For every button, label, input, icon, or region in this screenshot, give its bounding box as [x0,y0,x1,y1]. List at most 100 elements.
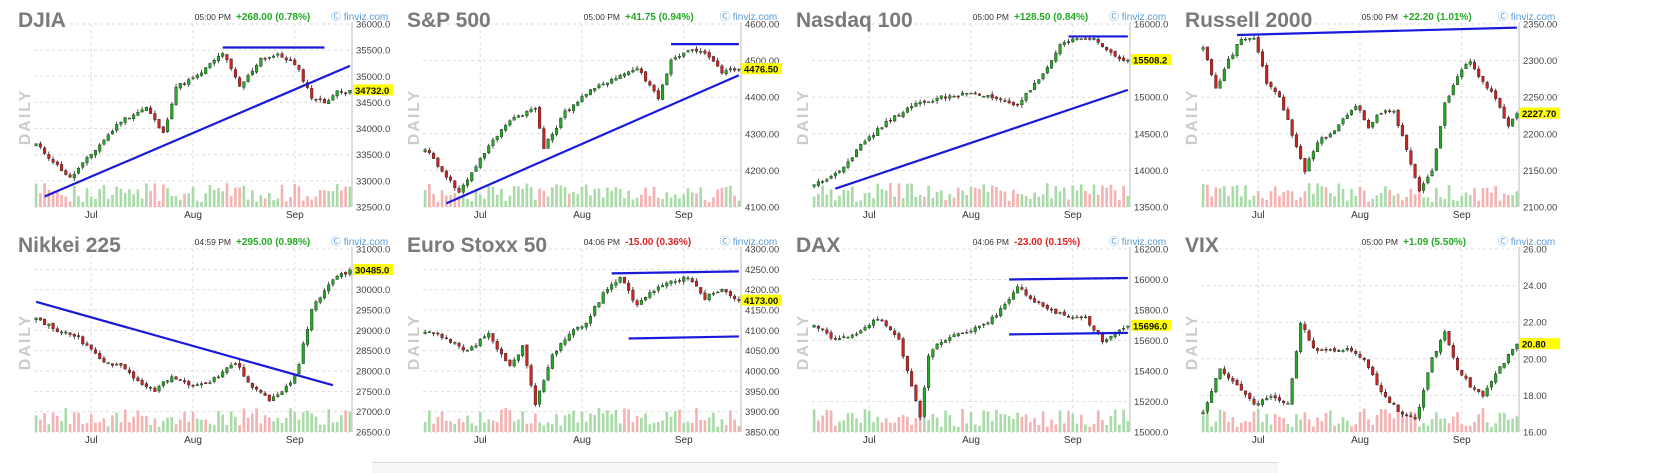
last-price-highlight [353,84,393,96]
candle-body [38,143,42,148]
volume-bar [597,188,601,207]
candle-body [905,107,909,113]
candle-body [1498,98,1502,108]
volume-bar [153,418,157,432]
volume-bar [863,193,867,207]
candle-body [631,69,635,73]
candle-body [884,320,888,327]
candle-body [1354,106,1358,110]
chart-panel[interactable]: 4600.00 4500.00 4400.00 4300.00 4200.00 4100.… [389,0,803,232]
candle-body [829,175,833,179]
candle-body [922,387,926,417]
candle-body [910,105,914,109]
volume-bar [1282,192,1285,207]
volume-bar [1231,186,1235,207]
volume-bar [140,415,144,432]
volume-bar [255,201,258,207]
candle-body [161,126,165,133]
volume-bar [106,198,110,207]
chart-panel[interactable]: 2350.00 2300.00 2250.00 2200.00 2150.00 2100.… [1167,0,1581,232]
volume-bar [910,183,913,207]
candle-body [1375,114,1379,123]
volume-bar [280,422,284,432]
volume-bar [1041,194,1045,207]
volume-bar [136,410,140,432]
chart-panel[interactable]: 31000.030500.030000.029500.029000.028500… [0,225,414,457]
candle-body [1062,42,1066,45]
volume-bar [457,195,461,207]
chart-panel[interactable]: 16200.0 16000.0 15800.0 15600.0 15400.0 15200… [778,225,1192,457]
volume-bar [504,408,507,432]
candle-body [618,277,622,283]
volume-bar [1058,191,1062,207]
volume-bar [1299,197,1302,207]
chart-panel[interactable]: 26.00 24.00 22.00 20.00 18.00 16.00 Jul Aug Sep D… [1167,225,1581,457]
chart-time: 04:06 PM [584,237,620,247]
candle-body [1392,403,1396,405]
price-tick-label: 24.00 [1523,281,1547,292]
candle-body [1265,65,1269,84]
candle-body [1067,315,1071,318]
candle-body [144,107,148,111]
candle-body [977,93,981,96]
volume-bar [340,415,343,432]
last-price-highlight [1131,319,1171,331]
candle-body [1379,385,1383,392]
chart-panel[interactable]: 36000.0 35500.0 35000.0 34500.0 34000.0 33500… [0,0,414,232]
candle-body [1405,134,1409,150]
chart-source-label: Ⓒ finviz.com [1498,11,1555,23]
candle-body [1460,69,1464,78]
candle-body [999,98,1003,101]
candle-body [935,98,939,101]
volume-bar [555,184,558,207]
candle-body [55,328,59,332]
volume-bar [1003,191,1007,207]
volume-bar [208,185,212,207]
price-tick-label: 14000.0 [1134,166,1168,177]
candle-body [1316,348,1320,351]
volume-bar [695,193,698,207]
horizontal-scrollbar[interactable] [372,462,1278,473]
volume-bar [1498,200,1502,207]
candle-body [1434,148,1438,171]
volume-bar [838,421,841,432]
candle-body [242,81,246,88]
volume-bar [686,188,690,207]
volume-bar [306,196,309,207]
chart-source-label: Ⓒ finviz.com [1109,11,1166,23]
volume-bar [986,191,990,207]
volume-bar [1451,199,1455,207]
volume-bar [593,414,597,432]
candle-body [178,379,182,381]
candle-body [867,136,871,141]
candle-body [939,95,943,99]
candle-body [922,100,926,103]
volume-bar [1046,426,1049,432]
candle-body [216,376,220,379]
price-tick-label: 29500.0 [356,306,390,317]
chart-source-label: Ⓒ finviz.com [1498,236,1555,248]
volume-bar [855,418,858,432]
chart-panel[interactable]: 4300.00 4250.00 4200.00 4150.00 4100.00 4050.… [389,225,803,457]
price-tick-label: 34500.0 [356,98,390,109]
candle-body [255,64,259,73]
candle-body [93,349,97,354]
chart-panel[interactable]: 16000.015500.015000.014500.014000.013500… [778,0,1192,232]
volume-bar [1210,196,1213,207]
candle-body [871,135,875,138]
last-price-highlight [1520,107,1560,119]
candle-body [686,50,690,53]
candle-body [982,96,986,98]
volume-bar [623,198,626,207]
volume-bar [1248,199,1252,207]
volume-bar [652,422,656,432]
candle-body [1067,41,1071,43]
volume-bar [1511,195,1514,207]
candle-body [1260,51,1264,67]
volume-bar [1092,184,1096,207]
volume-bar [1435,187,1438,207]
price-tick-label: 16.00 [1523,428,1547,439]
trendline [834,88,1129,190]
candle-body [876,319,880,321]
candle-body [690,49,694,51]
